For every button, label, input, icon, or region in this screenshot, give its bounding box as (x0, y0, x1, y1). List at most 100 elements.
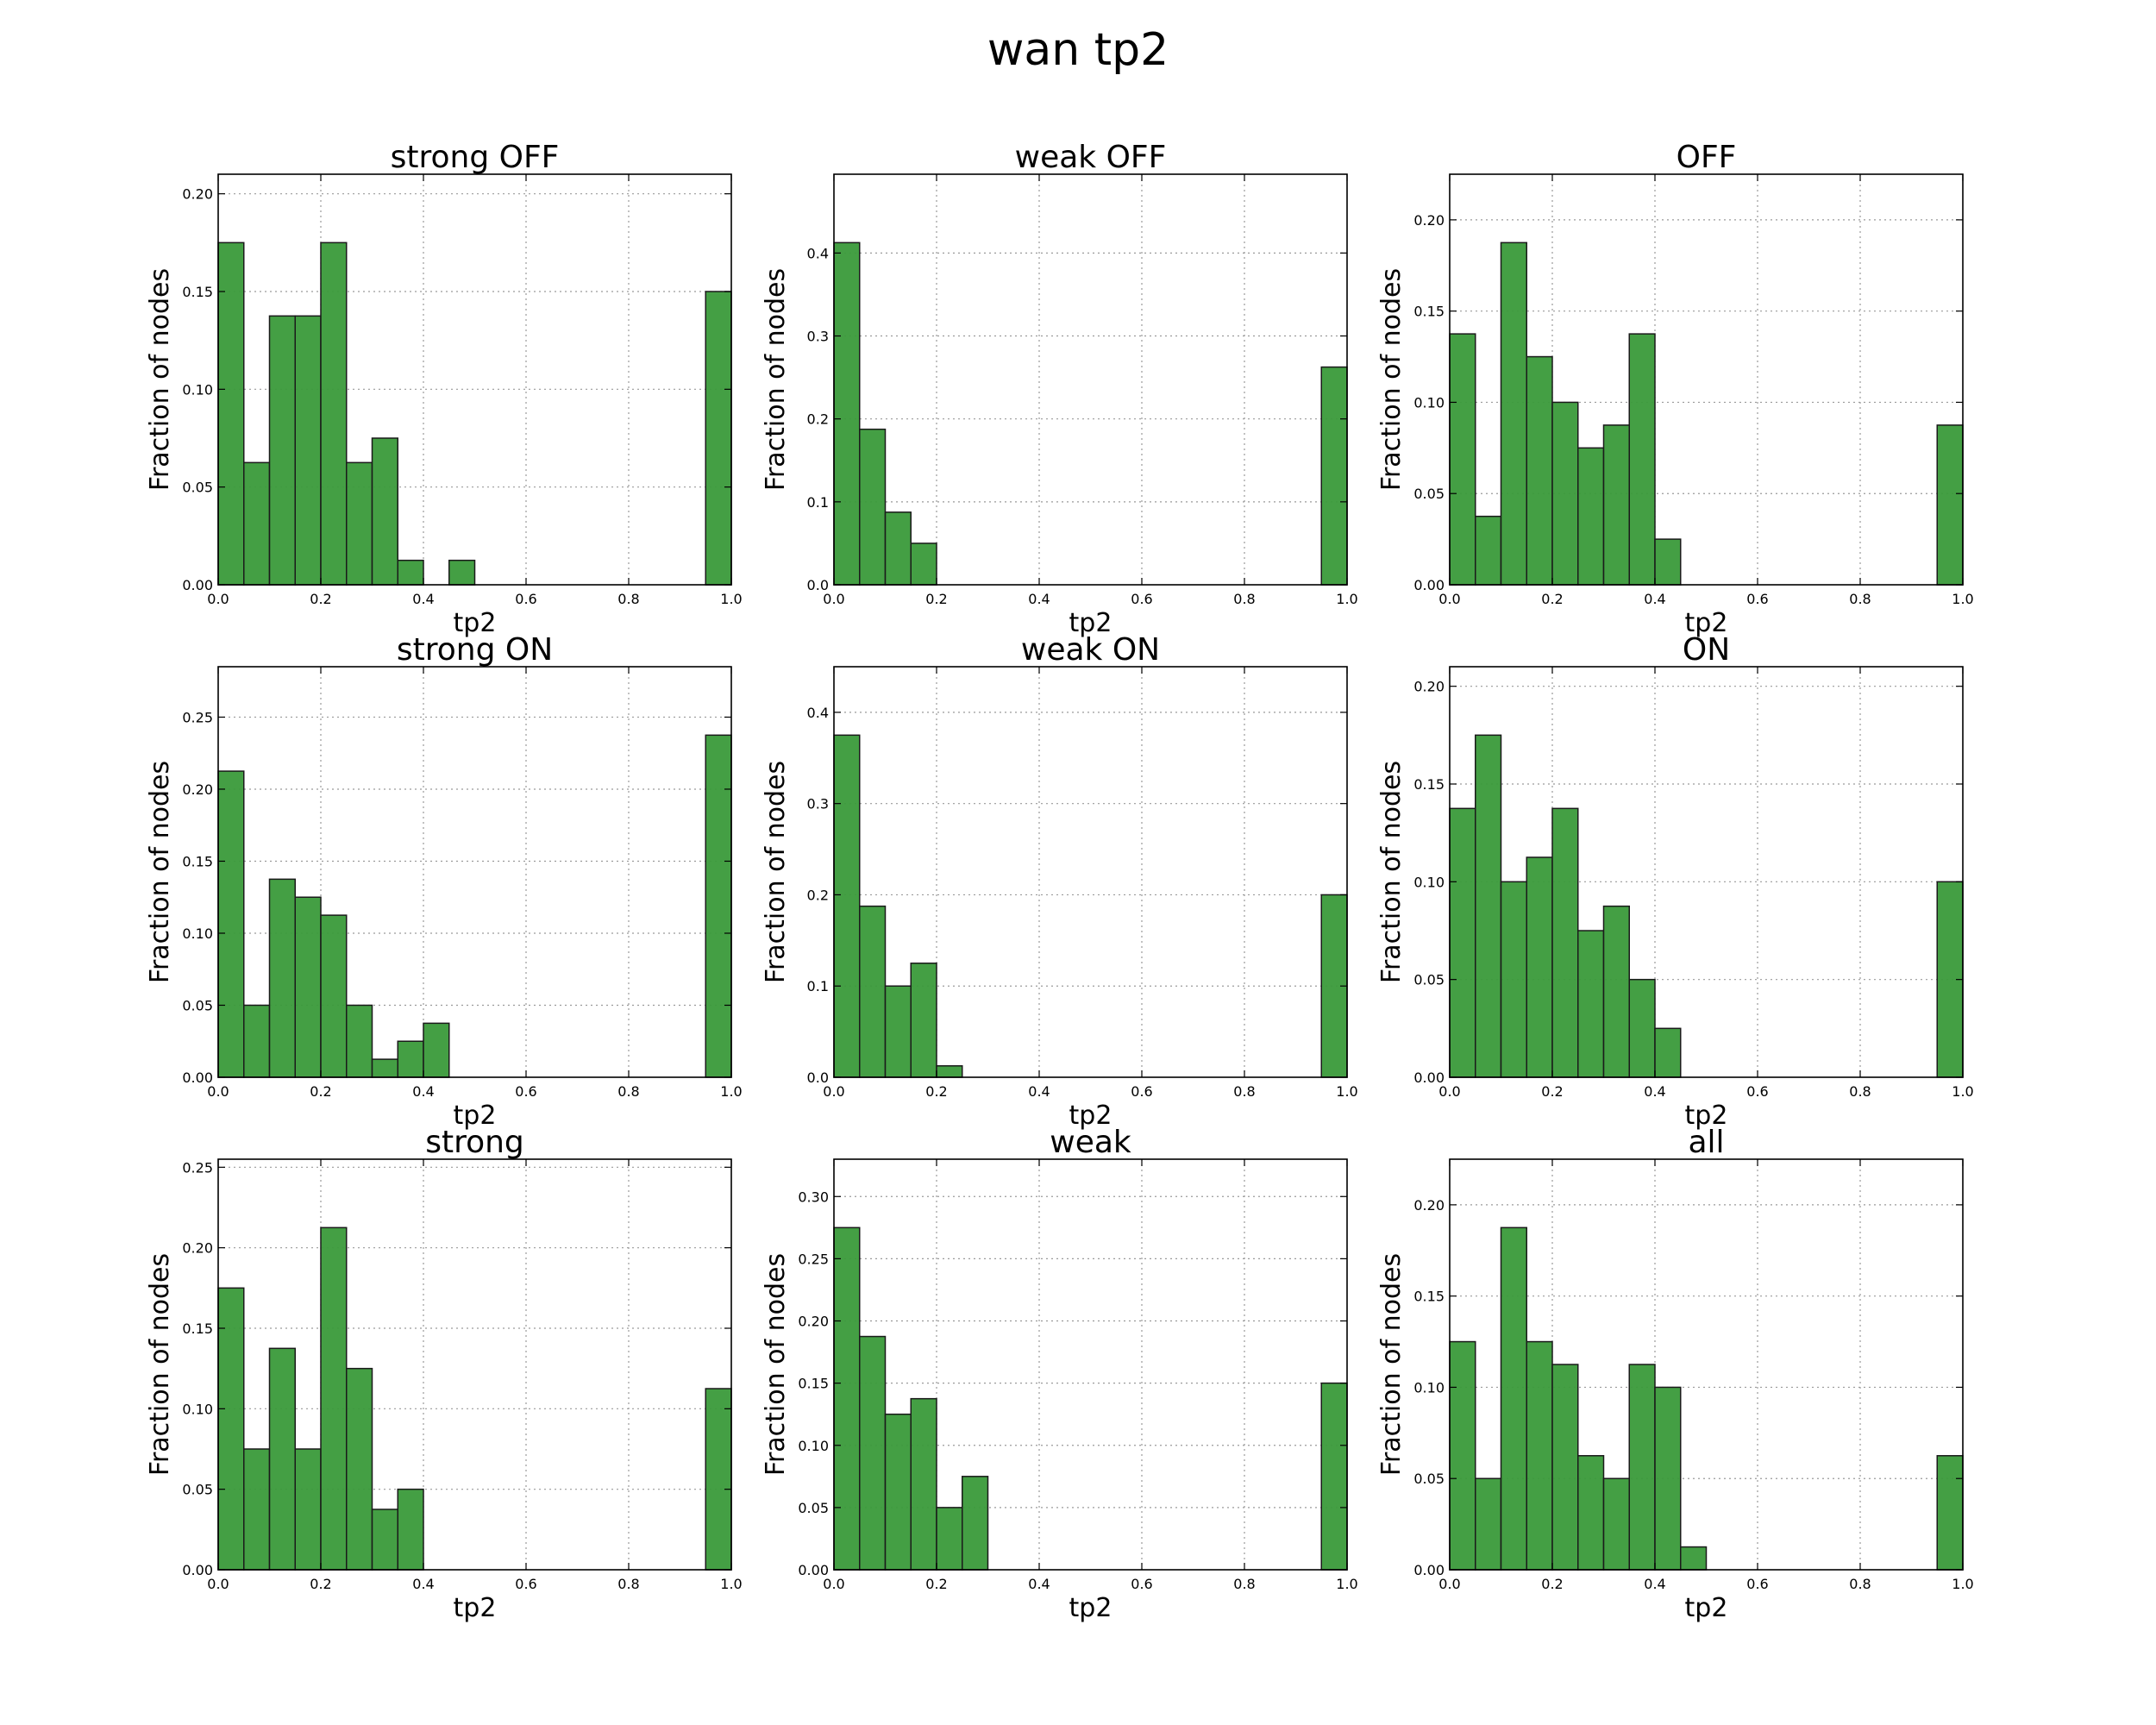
subplot: 0.0 0.2 0.4 0.6 0.8 1.0 0.00 0.05 0.10 0.15 0.20 0.… (145, 632, 743, 1131)
y-tick-label: 0.1 (807, 494, 829, 511)
histogram-bar (294, 1448, 322, 1571)
subplot: 0.0 0.2 0.4 0.6 0.8 1.0 0.00 0.05 0.10 0.15 0.20 al… (1376, 1125, 1974, 1623)
histogram-bar (243, 461, 271, 586)
axes-frame (833, 666, 1348, 1078)
subplot: 0.0 0.2 0.4 0.6 0.8 1.0 0.00 0.05 0.10 0.15 0.20 st… (145, 140, 743, 638)
axes-frame (217, 173, 732, 586)
subplot-title: weak (1050, 1125, 1131, 1160)
histogram-bar (243, 1004, 271, 1078)
x-tick-label: 0.4 (1644, 1576, 1665, 1592)
y-tick-label: 0.25 (182, 709, 213, 725)
x-tick-label: 0.0 (1438, 591, 1460, 607)
histogram-bar (346, 1004, 373, 1078)
histogram-bar (1500, 1226, 1527, 1571)
y-tick-label: 0.15 (1413, 1289, 1445, 1305)
histogram-bar (1475, 1477, 1502, 1571)
histogram-bar (1577, 930, 1605, 1078)
histogram-bar (1936, 1455, 1964, 1571)
histogram-bar (910, 1397, 937, 1571)
histogram-bar (268, 1347, 296, 1571)
histogram-bar (705, 1388, 732, 1571)
axes-frame (833, 1158, 1348, 1571)
x-tick-label: 0.2 (1541, 1576, 1563, 1592)
x-tick-label: 0.0 (207, 591, 229, 607)
histogram-bar (884, 511, 912, 586)
x-tick-label: 0.2 (1541, 591, 1563, 607)
subplot: 0.0 0.2 0.4 0.6 0.8 1.0 0.00 0.05 0.10 0.15 0.20 ON… (1376, 632, 1974, 1131)
histogram-bar (859, 905, 887, 1078)
x-tick-label: 0.2 (310, 591, 331, 607)
x-tick-label: 0.8 (617, 1576, 639, 1592)
histogram-bar (1577, 1455, 1605, 1571)
y-tick-label: 0.10 (1413, 874, 1445, 890)
histogram-bar (1577, 447, 1605, 586)
y-axis-label: Fraction of nodes (1376, 268, 1407, 491)
y-axis-label: Fraction of nodes (1376, 761, 1407, 983)
histogram-bar (397, 1040, 424, 1078)
x-axis-label: tp2 (1685, 1593, 1728, 1623)
x-tick-label: 0.2 (310, 1576, 331, 1592)
x-tick-label: 0.4 (1028, 1083, 1050, 1100)
y-tick-label: 0.15 (182, 284, 213, 300)
histogram-bar (833, 1226, 861, 1571)
histogram-bar (371, 1058, 398, 1078)
x-tick-label: 0.0 (207, 1576, 229, 1592)
histogram-bar (243, 1448, 271, 1571)
axes-frame (1449, 1158, 1964, 1571)
x-tick-label: 1.0 (1336, 1083, 1357, 1100)
histogram-bar (1602, 1477, 1630, 1571)
histogram-bar (1449, 333, 1476, 586)
histogram-bar (1628, 333, 1656, 586)
y-tick-label: 0.10 (182, 381, 213, 398)
x-tick-label: 0.4 (412, 1083, 434, 1100)
x-tick-label: 0.2 (1541, 1083, 1563, 1100)
x-tick-label: 0.8 (617, 591, 639, 607)
x-axis-label: tp2 (1069, 608, 1112, 638)
y-tick-label: 0.10 (1413, 394, 1445, 411)
histogram-bar (1628, 1364, 1656, 1571)
histogram-bar (268, 878, 296, 1078)
y-tick-label: 0.20 (182, 1240, 213, 1257)
y-tick-label: 0.20 (798, 1314, 829, 1330)
histogram-bar (1500, 881, 1527, 1078)
y-tick-label: 0.20 (1413, 1197, 1445, 1214)
histogram-bar (833, 242, 861, 586)
x-axis-label: tp2 (1069, 1593, 1112, 1623)
histogram-bar (1526, 1340, 1553, 1571)
x-axis-label: tp2 (1069, 1101, 1112, 1131)
histogram-bar (1320, 366, 1348, 586)
y-tick-label: 0.05 (1413, 1471, 1445, 1487)
y-tick-label: 0.00 (182, 577, 213, 593)
y-tick-label: 0.05 (182, 997, 213, 1013)
x-tick-label: 0.8 (1849, 591, 1871, 607)
subplot-title: weak ON (1021, 632, 1160, 668)
x-tick-label: 1.0 (720, 1083, 742, 1100)
y-tick-label: 0.05 (1413, 972, 1445, 988)
y-tick-label: 0.3 (807, 796, 829, 812)
subplot-title: OFF (1677, 140, 1737, 175)
x-tick-label: 0.6 (1746, 1576, 1768, 1592)
histogram-bar (371, 1509, 398, 1571)
x-tick-label: 0.6 (1131, 591, 1152, 607)
y-tick-label: 0.05 (182, 1482, 213, 1498)
y-tick-label: 0.4 (807, 245, 829, 261)
x-tick-label: 0.0 (823, 1083, 844, 1100)
histogram-bar (217, 242, 245, 586)
subplot-title: ON (1683, 632, 1730, 668)
histogram-bar (320, 242, 348, 586)
subplot-title: weak OFF (1015, 140, 1167, 175)
x-tick-label: 1.0 (1952, 591, 1973, 607)
y-tick-label: 0.00 (1413, 1562, 1445, 1578)
y-axis-label: Fraction of nodes (761, 268, 791, 491)
histogram-bar (1475, 515, 1502, 586)
x-tick-label: 0.8 (1233, 1083, 1255, 1100)
x-tick-label: 0.8 (617, 1083, 639, 1100)
histogram-bar (859, 428, 887, 586)
y-tick-label: 0.10 (798, 1438, 829, 1454)
x-tick-label: 1.0 (1336, 591, 1357, 607)
histogram-bar (217, 770, 245, 1078)
subplot: 0.0 0.2 0.4 0.6 0.8 1.0 0.00 0.05 0.10 0.15 0.20 OF… (1376, 140, 1974, 638)
x-tick-label: 0.0 (1438, 1576, 1460, 1592)
x-tick-label: 0.0 (823, 591, 844, 607)
